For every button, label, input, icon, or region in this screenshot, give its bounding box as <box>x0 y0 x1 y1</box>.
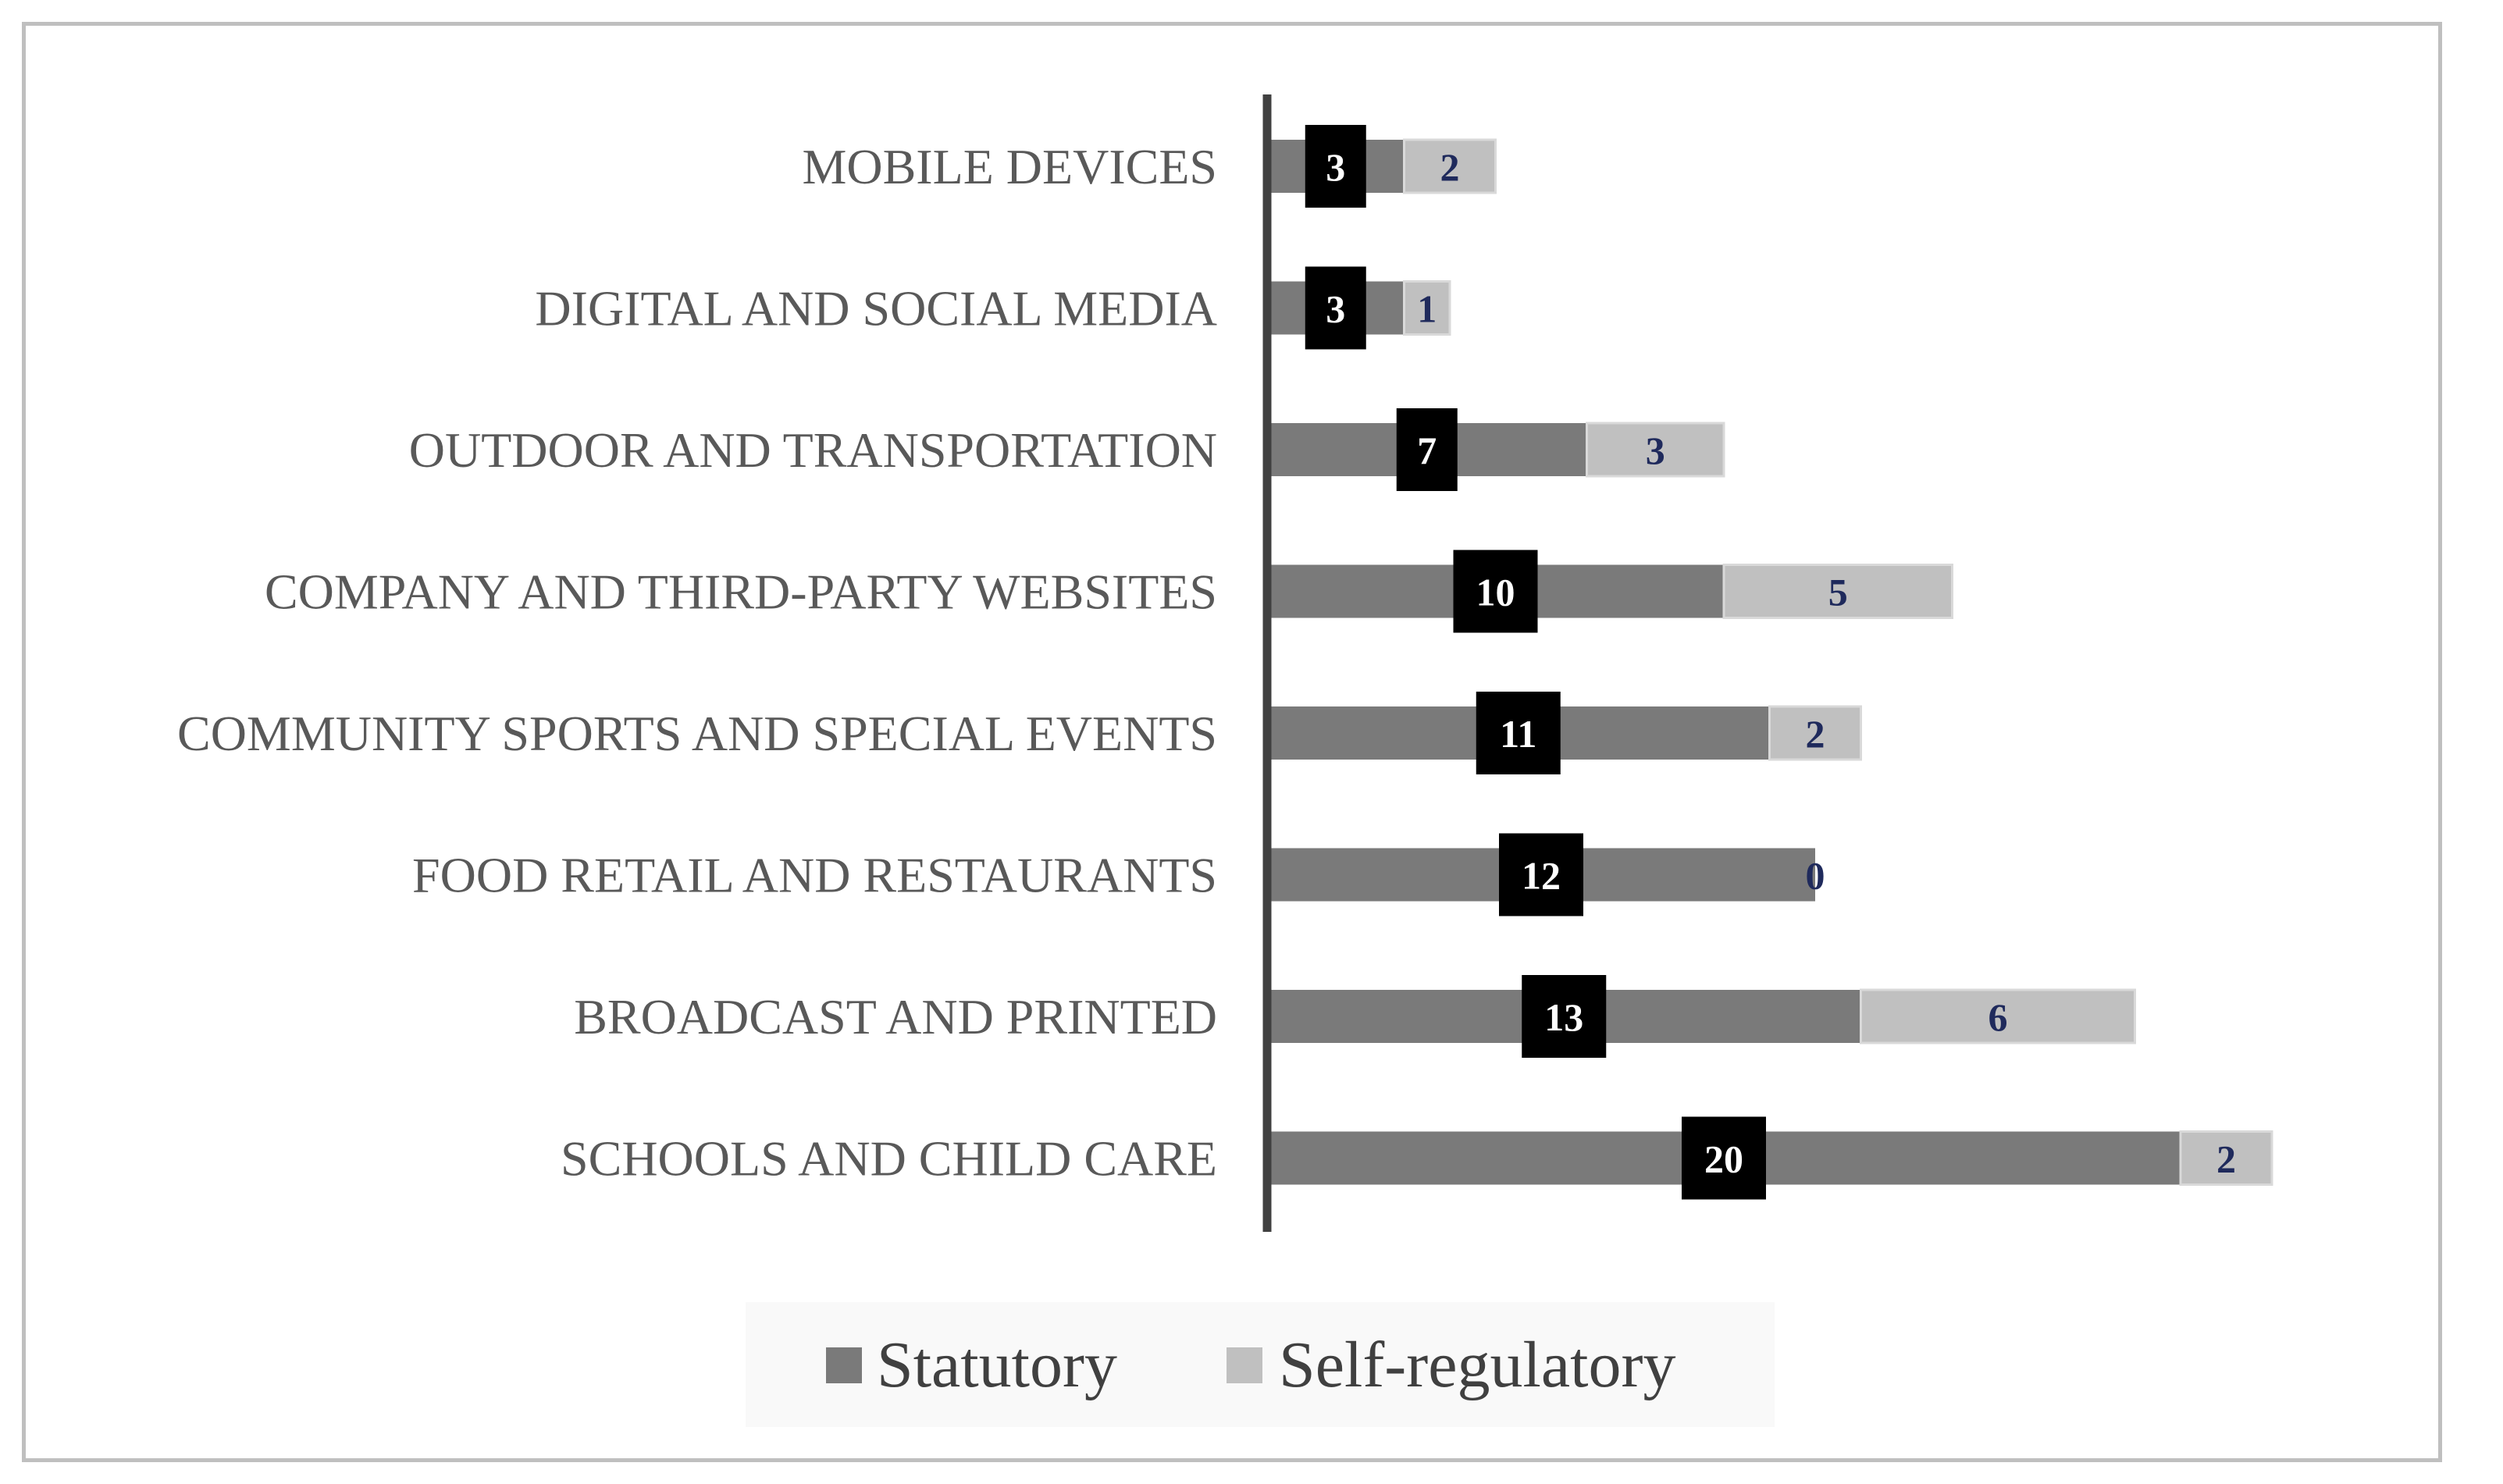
bar-self-regulatory <box>2179 1130 2273 1186</box>
value-label-self-regulatory: 2 <box>1440 145 1460 189</box>
value-label-box-statutory <box>1522 975 1607 1058</box>
value-label-statutory: 11 <box>1500 712 1536 756</box>
category-label: MOBILE DEVICES <box>802 139 1217 194</box>
value-label-box-statutory <box>1499 833 1583 916</box>
bar-self-regulatory <box>1403 280 1451 336</box>
legend-swatch <box>826 1347 862 1383</box>
value-label-box-statutory <box>1476 692 1561 774</box>
value-label-box-statutory <box>1396 408 1458 491</box>
bar-self-regulatory <box>1768 705 1862 761</box>
legend: Statutory Self-regulatory <box>746 1302 1775 1427</box>
category-label: COMMUNITY SPORTS AND SPECIAL EVENTS <box>177 706 1217 761</box>
category-labels-layer: MOBILE DEVICES DIGITAL AND SOCIAL MEDIA OU… <box>177 139 1217 1187</box>
chart-frame: MOBILE DEVICES DIGITAL AND SOCIAL MEDIA OU… <box>22 22 2442 1462</box>
bar-self-regulatory <box>1860 988 2136 1044</box>
value-label-self-regulatory: 5 <box>1828 571 1848 614</box>
value-label-box-statutory <box>1305 125 1366 208</box>
value-label-statutory: 13 <box>1544 995 1583 1039</box>
value-label-self-regulatory: 6 <box>1989 995 2008 1039</box>
value-label-box-statutory <box>1453 550 1538 633</box>
category-label: DIGITAL AND SOCIAL MEDIA <box>535 281 1217 336</box>
value-label-statutory: 7 <box>1417 429 1437 472</box>
legend-swatch <box>1227 1347 1262 1383</box>
category-label: BROADCAST AND PRINTED <box>574 989 1217 1044</box>
bar-self-regulatory <box>1403 138 1497 194</box>
value-label-statutory: 3 <box>1326 145 1345 189</box>
value-label-self-regulatory: 2 <box>2216 1137 2236 1181</box>
value-label-statutory: 12 <box>1522 854 1561 898</box>
category-label: FOOD RETAIL AND RESTAURANTS <box>412 848 1217 903</box>
value-label-statutory: 10 <box>1476 571 1515 614</box>
value-label-self-regulatory: 1 <box>1417 287 1437 331</box>
value-label-statutory: 3 <box>1326 287 1345 331</box>
legend-entry: Self-regulatory <box>1279 1329 1675 1401</box>
value-label-statutory: 20 <box>1704 1137 1743 1181</box>
value-label-self-regulatory: 0 <box>1806 854 1825 898</box>
value-label-self-regulatory: 2 <box>1806 712 1825 756</box>
value-label-box-statutory <box>1682 1116 1766 1200</box>
value-label-box-statutory <box>1305 266 1366 350</box>
bar-self-regulatory <box>1586 422 1725 478</box>
category-label: OUTDOOR AND TRANSPORTATION <box>409 422 1217 478</box>
legend-entry: Statutory <box>877 1329 1117 1401</box>
value-labels-layer: 3 2 3 1 7 3 10 5 11 2 12 0 13 6 20 2 <box>1305 125 2236 1200</box>
bar-self-regulatory <box>1722 564 1953 619</box>
stacked-bar-chart: MOBILE DEVICES DIGITAL AND SOCIAL MEDIA OU… <box>177 94 2273 1427</box>
category-label: SCHOOLS AND CHILD CARE <box>561 1131 1217 1187</box>
value-label-self-regulatory: 3 <box>1646 429 1665 472</box>
category-label: COMPANY AND THIRD-PARTY WEBSITES <box>265 564 1217 620</box>
